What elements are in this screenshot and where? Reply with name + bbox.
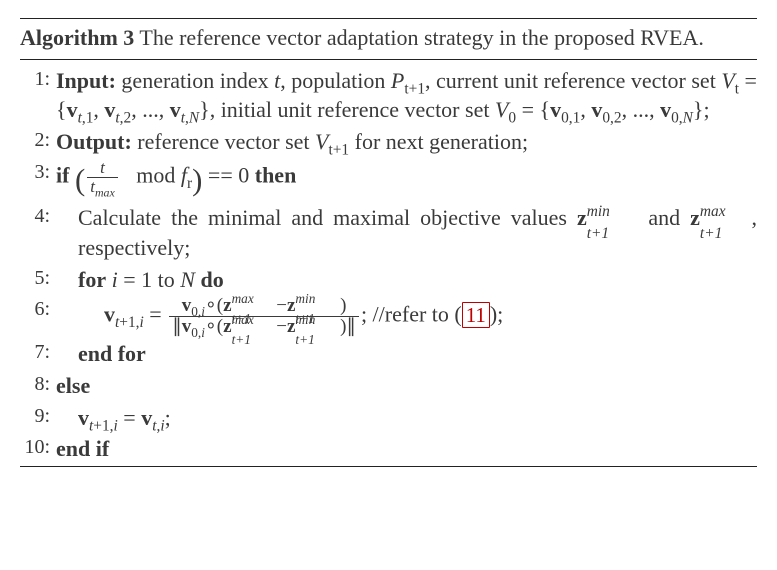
- sym-Vt-sub: t: [735, 80, 739, 97]
- l2-text-b: for next generation;: [349, 129, 528, 154]
- line-9: vt+1,i = vt,i;: [20, 403, 757, 433]
- sym-P-sub: t+1: [404, 80, 425, 97]
- l1-text-b: , population: [280, 68, 391, 93]
- l4-text-b: and: [638, 205, 690, 230]
- sym-zmax: z: [690, 205, 700, 230]
- l2-text-a: reference vector set: [132, 129, 315, 154]
- line-10: end if: [20, 434, 757, 464]
- title-number: 3: [123, 25, 134, 50]
- kw-mod: mod: [136, 162, 175, 187]
- kw-to: to: [158, 267, 175, 292]
- kw-else: else: [56, 373, 90, 398]
- title-prefix: Algorithm: [20, 25, 118, 50]
- line-4: Calculate the minimal and maximal object…: [20, 203, 757, 262]
- sym-N: N: [180, 267, 195, 292]
- l1-text-c: , current unit reference vector set: [425, 68, 721, 93]
- sym-Vt1: V: [315, 129, 328, 154]
- l1-text-d: , initial unit reference vector set: [210, 97, 495, 122]
- sym-P: P: [391, 68, 404, 93]
- sym-Vt1-sub: t+1: [328, 141, 349, 158]
- kw-input: Input:: [56, 68, 116, 93]
- kw-do: do: [200, 267, 223, 292]
- line-8: else: [20, 371, 757, 401]
- l6-comment: ; //refer to: [361, 302, 454, 327]
- frac-den-tmax: max: [95, 185, 115, 199]
- kw-endfor: end for: [78, 341, 146, 366]
- rule-bottom: [20, 466, 757, 467]
- l1-text-a: generation index: [116, 68, 274, 93]
- sym-zmin: z: [577, 205, 587, 230]
- algorithm-title: Algorithm 3 The reference vector adaptat…: [20, 23, 757, 55]
- sym-V0-sub: 0: [508, 110, 516, 127]
- frac-num-t: t: [100, 158, 105, 177]
- frac-t-tmax: t tmax: [87, 159, 118, 196]
- rule-top: [20, 18, 757, 19]
- l4-text-a: Calculate the minimal and maximal object…: [78, 205, 577, 230]
- line-3: if ( t tmax mod fr) == 0 then: [20, 159, 757, 202]
- frac-update: v0,i∘(zmaxt+1−zmint+1) ∥v0,i∘(zmaxt+1−zm…: [169, 296, 359, 337]
- kw-if: if: [56, 162, 69, 187]
- sym-V0: V: [495, 97, 508, 122]
- eq-zero: == 0: [202, 162, 254, 187]
- algorithm-lines: Input: generation index t , population Pt…: [20, 66, 757, 464]
- rule-mid: [20, 59, 757, 60]
- line-5: for i = 1 to N do: [20, 265, 757, 295]
- algorithm-block: Algorithm 3 The reference vector adaptat…: [20, 18, 757, 467]
- sym-Vt: V: [721, 68, 734, 93]
- line-6: vt+1,i = v0,i∘(zmaxt+1−zmint+1) ∥v0,i∘(z…: [20, 296, 757, 337]
- l9-semi: ;: [165, 405, 171, 430]
- kw-output: Output:: [56, 129, 132, 154]
- line-1: Input: generation index t , population Pt…: [20, 66, 757, 125]
- line-7: end for: [20, 339, 757, 369]
- ref-link[interactable]: 11: [462, 302, 490, 328]
- kw-for: for: [78, 267, 106, 292]
- line-2: Output: reference vector set Vt+1 for ne…: [20, 127, 757, 157]
- kw-then: then: [255, 162, 297, 187]
- title-text: The reference vector adaptation strategy…: [139, 25, 704, 50]
- eq-one: = 1: [118, 267, 158, 292]
- kw-endif: end if: [56, 436, 109, 461]
